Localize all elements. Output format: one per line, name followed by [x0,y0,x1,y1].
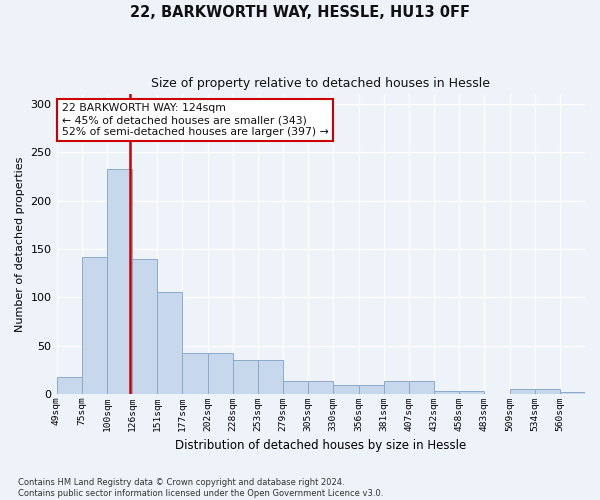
Bar [409,382,434,394]
Text: 22, BARKWORTH WAY, HESSLE, HU13 0FF: 22, BARKWORTH WAY, HESSLE, HU13 0FF [130,5,470,20]
Bar [308,382,334,394]
Bar [359,385,383,394]
Bar [157,292,182,394]
Bar [334,385,359,394]
Bar [107,169,132,394]
Y-axis label: Number of detached properties: Number of detached properties [15,156,25,332]
Bar [560,392,585,394]
X-axis label: Distribution of detached houses by size in Hessle: Distribution of detached houses by size … [175,440,466,452]
Bar [208,354,233,394]
Bar [132,258,157,394]
Bar [283,382,308,394]
Bar [82,256,107,394]
Bar [383,382,409,394]
Bar [434,391,459,394]
Text: 22 BARKWORTH WAY: 124sqm
← 45% of detached houses are smaller (343)
52% of semi-: 22 BARKWORTH WAY: 124sqm ← 45% of detach… [62,104,329,136]
Bar [182,354,208,394]
Bar [258,360,283,394]
Bar [233,360,258,394]
Title: Size of property relative to detached houses in Hessle: Size of property relative to detached ho… [151,78,490,90]
Bar [56,376,82,394]
Bar [509,389,535,394]
Bar [535,389,560,394]
Text: Contains HM Land Registry data © Crown copyright and database right 2024.
Contai: Contains HM Land Registry data © Crown c… [18,478,383,498]
Bar [459,391,484,394]
